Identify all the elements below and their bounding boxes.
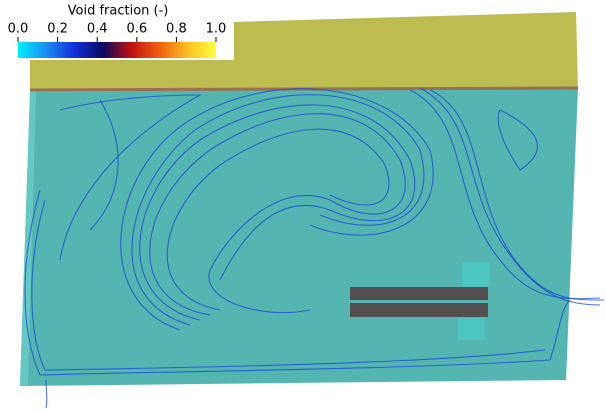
page: Void fraction (-) 0.00.20.40.60.81.0 (()… [0, 0, 606, 410]
colorbar-tick-label: 0.0 [8, 22, 29, 37]
outlet-block [458, 318, 485, 340]
colorbar-tick-label: 0.2 [47, 22, 68, 37]
inlet-block [462, 262, 490, 287]
colorbar-title: Void fraction (-) [68, 4, 169, 19]
liquid-region [20, 88, 578, 386]
plate-upper [350, 287, 488, 300]
colorbar-tick-label: 0.6 [126, 22, 147, 37]
colorbar [18, 42, 216, 58]
plate-lower [350, 303, 488, 317]
visualization: Void fraction (-) 0.0 0.2 0.4 0.6 0.8 1.0 [0, 0, 606, 410]
colorbar-tick-label: 0.8 [166, 22, 187, 37]
colorbar-tick-label: 0.4 [87, 22, 108, 37]
colorbar-tick-label: 1.0 [206, 22, 227, 37]
